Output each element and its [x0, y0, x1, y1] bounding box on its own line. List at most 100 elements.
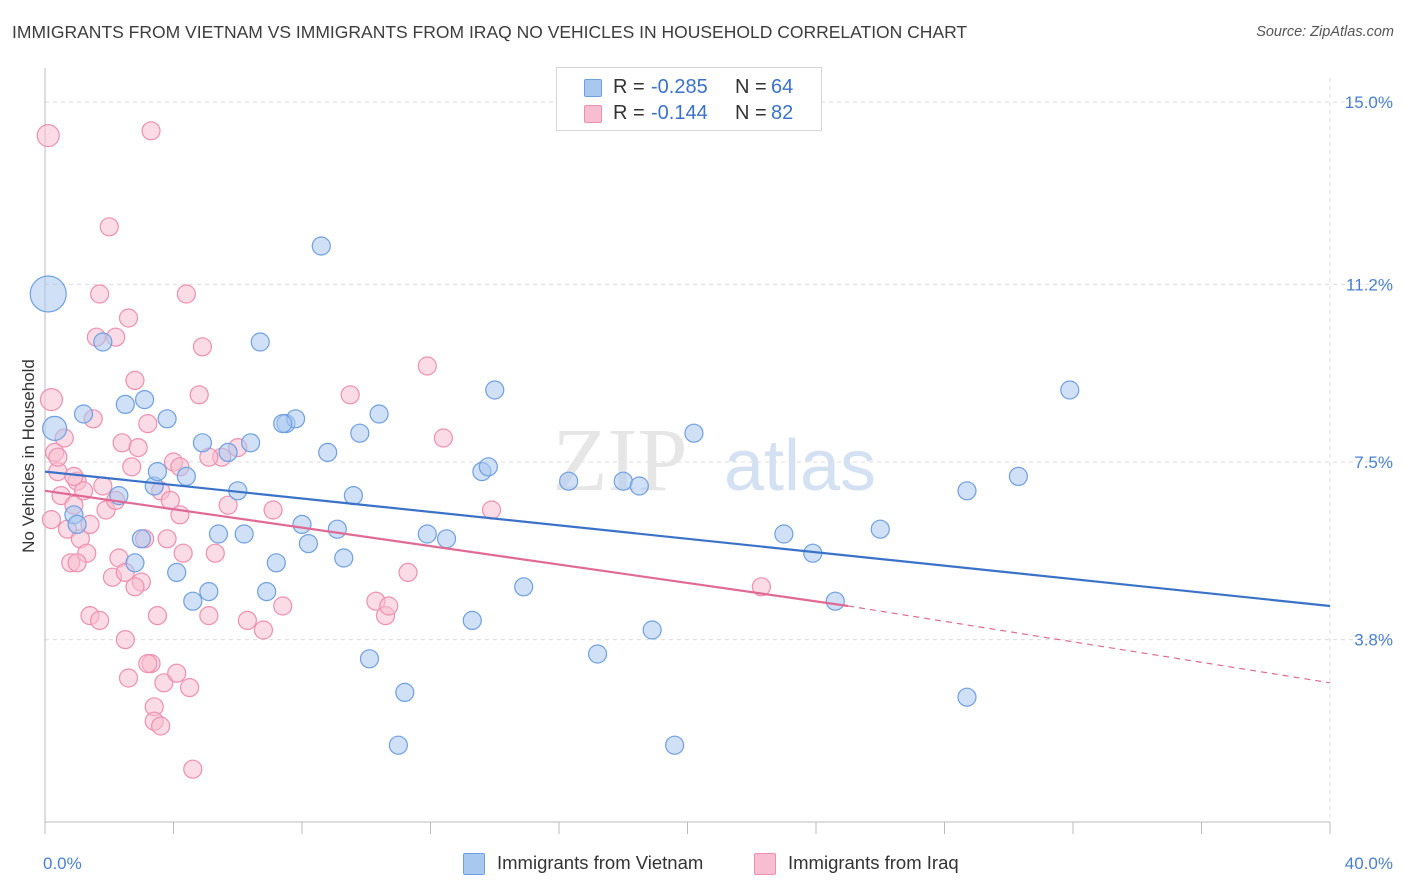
- iraq-series-points: [36, 121, 771, 779]
- iraq-point: [183, 759, 203, 779]
- iraq-point: [41, 509, 62, 530]
- vietnam-point: [462, 610, 482, 631]
- iraq-point: [263, 500, 283, 520]
- vietnam-point: [147, 462, 168, 482]
- vietnam-point: [257, 581, 277, 602]
- vietnam-point: [241, 433, 261, 453]
- bottom-legend-label-vietnam: Immigrants from Vietnam: [497, 852, 704, 873]
- iraq-point: [141, 121, 161, 141]
- iraq-point: [273, 596, 293, 616]
- iraq-point: [122, 457, 142, 477]
- iraq-point: [154, 673, 174, 693]
- vietnam-point: [642, 620, 662, 640]
- zipatlas-watermark: ZIP atlas: [553, 411, 877, 510]
- vietnam-point: [559, 471, 579, 491]
- iraq-point: [125, 370, 145, 390]
- vietnam-point: [613, 471, 633, 491]
- vietnam-point: [292, 514, 312, 535]
- tick-labels: 3.8% 7.5% 11.2% 15.0% 0.0% 40.0%: [43, 93, 1393, 873]
- iraq-point: [379, 596, 399, 616]
- vietnam-point: [350, 423, 370, 443]
- watermark-atlas: atlas: [724, 426, 876, 506]
- vietnam-point: [192, 433, 213, 453]
- iraq-point: [128, 438, 148, 458]
- iraq-point: [167, 663, 187, 683]
- iraq-point: [147, 605, 168, 626]
- iraq-trend-line: [44, 489, 849, 608]
- legend-swatch-vietnam: [584, 79, 602, 97]
- iraq-point: [253, 620, 274, 640]
- vietnam-point: [684, 423, 704, 443]
- iraq-point: [176, 284, 196, 304]
- vietnam-point: [29, 275, 67, 313]
- vietnam-point: [208, 524, 229, 544]
- iraq-point: [51, 486, 71, 506]
- iraq-point: [90, 610, 110, 631]
- iraq-point: [125, 577, 145, 597]
- bottom-legend-iraq: Immigrants from Iraq: [754, 852, 994, 876]
- vietnam-point: [334, 548, 354, 568]
- vietnam-point: [369, 404, 389, 424]
- iraq-point: [112, 433, 132, 453]
- vietnam-point: [125, 553, 145, 573]
- legend-row-iraq: R = -0.144 N = 82: [557, 102, 821, 126]
- iraq-point: [48, 447, 68, 467]
- iraq-point: [237, 610, 257, 631]
- vietnam-point: [42, 415, 68, 441]
- vietnam-point: [131, 529, 151, 549]
- iraq-point: [99, 217, 119, 237]
- bottom-legend-vietnam: Immigrants from Vietnam: [463, 852, 743, 876]
- vietnam-point: [436, 529, 457, 549]
- legend-r-value: -0.285: [651, 76, 708, 98]
- vietnam-point: [250, 332, 270, 352]
- iraq-point: [138, 414, 158, 434]
- bottom-legend-label-iraq: Immigrants from Iraq: [788, 852, 959, 873]
- vietnam-point: [478, 457, 498, 477]
- vietnam-point: [629, 476, 649, 496]
- trend-lines: [44, 470, 1331, 684]
- iraq-point: [90, 284, 110, 304]
- iraq-point: [417, 356, 437, 376]
- iraq-trend-line-extension: [848, 605, 1331, 684]
- iraq-point: [115, 629, 135, 650]
- vietnam-point: [957, 481, 977, 501]
- legend-n-value: 64: [771, 76, 794, 98]
- vietnam-point: [825, 591, 845, 611]
- source-credit: Source: ZipAtlas.com: [1256, 24, 1394, 40]
- vietnam-point: [957, 687, 977, 707]
- vietnam-point: [417, 524, 437, 544]
- iraq-point: [179, 677, 200, 698]
- iraq-point: [173, 543, 193, 563]
- y-axis-label: No Vehicles in Household: [19, 359, 38, 553]
- iraq-point: [481, 500, 502, 520]
- iraq-point: [199, 605, 219, 626]
- legend-swatch-iraq: [584, 105, 602, 123]
- bottom-legend-swatch-vietnam: [463, 853, 485, 875]
- vietnam-point: [298, 533, 319, 554]
- vietnam-point: [273, 414, 293, 434]
- vietnam-trend-line: [44, 470, 1331, 608]
- vietnam-point: [343, 486, 363, 506]
- iraq-point: [340, 385, 360, 405]
- iraq-point: [118, 308, 139, 328]
- legend-r-value: -0.144: [651, 102, 708, 124]
- iraq-point: [118, 668, 139, 688]
- iraq-point: [189, 385, 209, 405]
- vietnam-point: [359, 649, 380, 669]
- vietnam-point: [218, 442, 238, 462]
- iraq-point: [205, 543, 225, 563]
- iraq-point: [433, 428, 453, 448]
- iraq-point: [64, 466, 84, 486]
- iraq-point: [192, 337, 213, 357]
- vietnam-point: [93, 332, 113, 352]
- y-tick-label: 11.2%: [1346, 275, 1393, 294]
- vietnam-point: [485, 380, 505, 400]
- iraq-point: [93, 476, 113, 496]
- y-tick-label: 15.0%: [1345, 93, 1393, 112]
- vietnam-point: [327, 519, 347, 539]
- legend-r-label: R =: [613, 76, 645, 98]
- iraq-point: [36, 124, 60, 148]
- vietnam-series-points: [29, 236, 1080, 755]
- iraq-point: [398, 562, 418, 583]
